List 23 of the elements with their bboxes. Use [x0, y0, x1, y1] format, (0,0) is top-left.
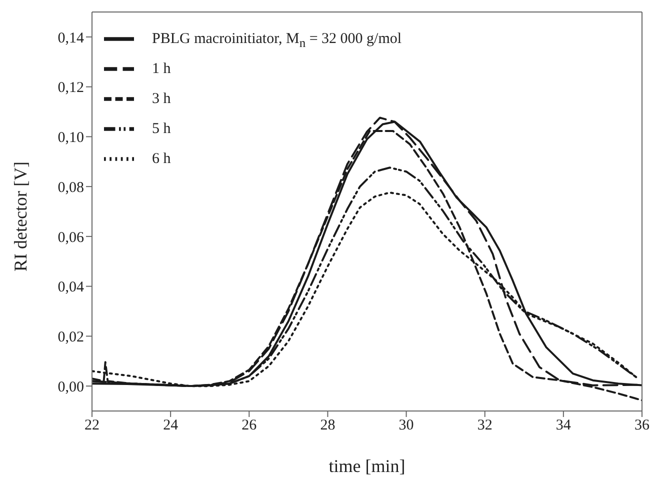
x-tick-label: 36 — [634, 418, 650, 434]
y-tick-label: 0,02 — [58, 330, 84, 346]
legend-label: 5 h — [152, 120, 171, 137]
x-tick-label: 24 — [163, 418, 179, 434]
x-tick-label: 30 — [398, 418, 414, 434]
y-tick-label: 0,14 — [58, 30, 84, 46]
x-tick-label: 34 — [556, 418, 572, 434]
legend-label: PBLG macroinitiator, M$_{n}$ = 32 000 g/mol — [152, 30, 402, 50]
y-tick-label: 0,06 — [58, 230, 84, 246]
x-tick-label: 22 — [84, 418, 100, 434]
x-tick-label: 28 — [320, 418, 336, 434]
x-tick-label: 26 — [242, 418, 258, 434]
legend-label: 1 h — [152, 60, 171, 77]
y-tick-label: 0,00 — [58, 379, 84, 396]
legend-label: 3 h — [152, 90, 171, 107]
x-tick-label: 32 — [477, 418, 492, 434]
legend-label: 6 h — [152, 150, 171, 167]
y-tick-label: 0,08 — [58, 180, 84, 196]
y-tick-label: 0,04 — [58, 280, 84, 296]
y-tick-label: 0,10 — [58, 130, 84, 146]
y-tick-label: 0,12 — [58, 80, 84, 96]
x-axis-title: time [min] — [328, 456, 406, 476]
y-axis-title: RI detector [V] — [10, 162, 30, 272]
